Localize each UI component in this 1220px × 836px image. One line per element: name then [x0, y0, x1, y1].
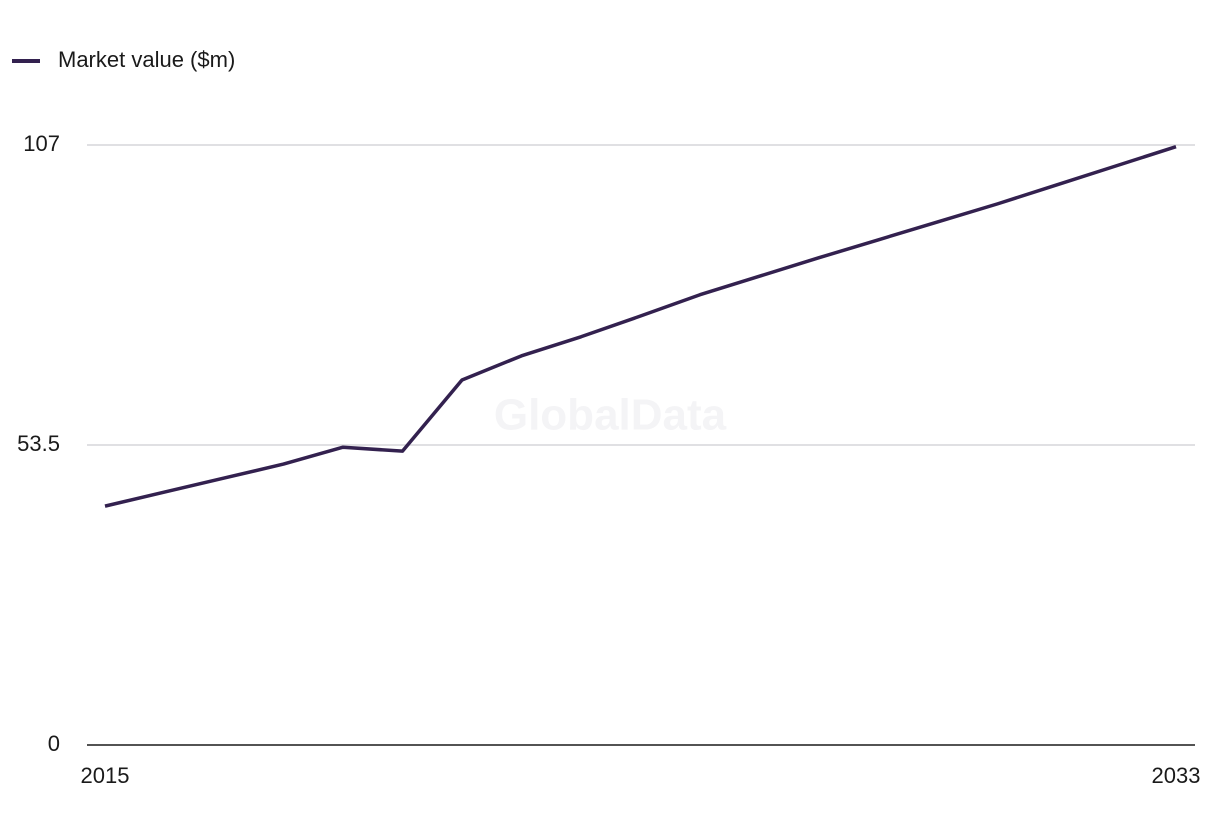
series-line: [104, 145, 1177, 508]
y-tick-label: 0: [48, 731, 60, 756]
x-tick-label: 2033: [1152, 763, 1201, 788]
y-tick-label: 107: [23, 131, 60, 156]
y-tick-label: 53.5: [17, 431, 60, 456]
legend-label: Market value ($m): [58, 47, 235, 72]
watermark: GlobalData: [494, 391, 727, 440]
x-tick-label: 2015: [81, 763, 130, 788]
